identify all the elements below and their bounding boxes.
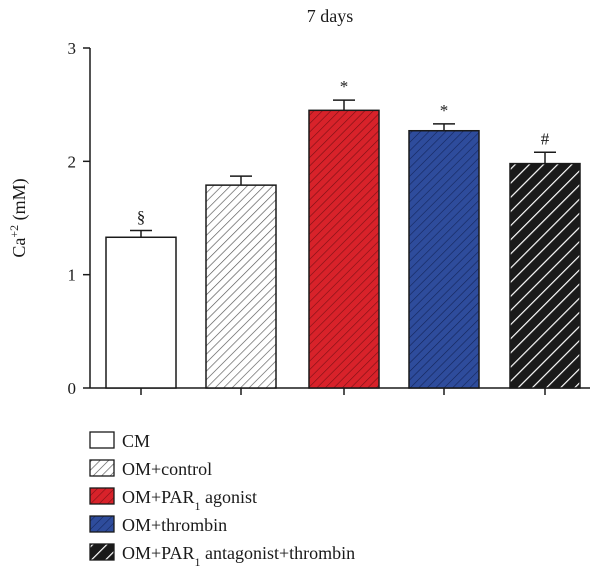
- legend-label: OM+thrombin: [122, 515, 227, 535]
- chart-title: 7 days: [307, 6, 354, 26]
- legend-swatch: [89, 543, 115, 561]
- legend-swatch: [89, 459, 115, 477]
- bar-5: [509, 162, 581, 389]
- bar-annotation: #: [541, 129, 550, 148]
- y-tick-label: 0: [68, 379, 77, 398]
- legend-label: OM+PAR1 antagonist+thrombin: [122, 543, 355, 569]
- bar-annotation: *: [440, 101, 449, 120]
- y-axis-label: Ca+2 (mM): [7, 178, 30, 257]
- legend-label: CM: [122, 431, 150, 451]
- bar-2: [205, 184, 277, 389]
- legend-swatch: [89, 487, 115, 505]
- legend-label: OM+PAR1 agonist: [122, 487, 257, 513]
- legend-swatch: [89, 515, 115, 533]
- bar-1: [105, 236, 177, 389]
- bar-3: [308, 109, 380, 389]
- y-axis-label-base: Ca: [9, 238, 29, 258]
- bar-annotation: §: [137, 207, 146, 226]
- legend-label: OM+control: [122, 459, 212, 479]
- y-tick-label: 3: [68, 39, 77, 58]
- y-axis-label-sup: +2: [7, 225, 21, 238]
- bar-annotation: *: [340, 77, 349, 96]
- bar-4: [408, 129, 480, 389]
- y-axis-label-rest: (mM): [9, 178, 30, 225]
- bars-group: § * * #: [105, 77, 581, 389]
- y-tick-label: 2: [68, 152, 77, 171]
- legend-swatch: [89, 431, 115, 449]
- y-tick-label: 1: [68, 266, 77, 285]
